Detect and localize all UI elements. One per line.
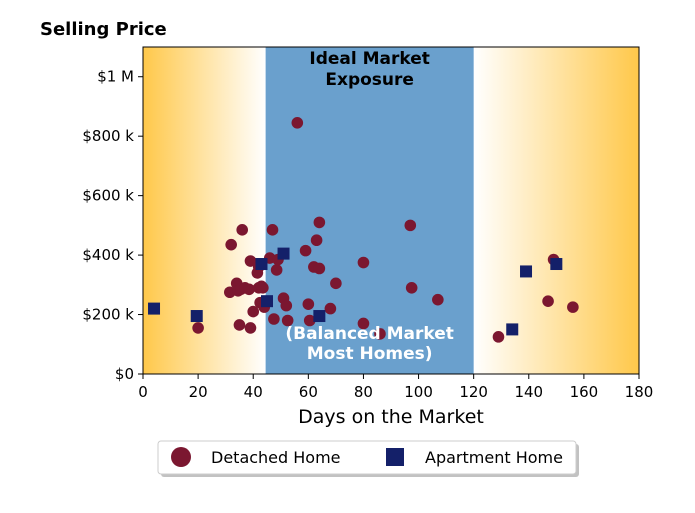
y-tick-label: $600 k — [82, 187, 134, 205]
apartment-point — [255, 258, 268, 271]
detached-point — [243, 283, 255, 296]
detached-point — [257, 281, 269, 294]
legend-marker-apartment — [386, 448, 404, 466]
detached-point — [313, 216, 326, 229]
detached-point — [291, 117, 304, 129]
plot-frame — [142, 46, 640, 375]
x-axis-title: Days on the Market — [298, 406, 484, 428]
balanced-market-label-line2: Most Homes) — [307, 344, 433, 364]
detached-point — [236, 224, 248, 236]
market-zones — [143, 47, 639, 374]
detached-point — [310, 234, 323, 247]
legend-label-apartment: Apartment Home — [425, 448, 563, 467]
left-gradient-zone — [143, 47, 266, 374]
legend-label-detached: Detached Home — [211, 448, 341, 467]
detached-point — [404, 219, 417, 232]
detached-point — [299, 244, 312, 257]
detached-point — [225, 238, 237, 251]
detached-point — [542, 295, 554, 307]
detached-point — [270, 264, 283, 276]
y-tick-label: $1 M — [97, 68, 134, 86]
y-tick-label: $0 — [115, 365, 134, 383]
x-tick-label: 180 — [625, 383, 654, 401]
detached-point — [233, 319, 246, 331]
detached-point — [492, 331, 505, 343]
x-tick-label: 100 — [404, 383, 433, 401]
balanced-market-label-line1: (Balanced Market — [285, 324, 454, 344]
detached-point — [374, 328, 386, 340]
detached-point — [324, 302, 337, 315]
detached-point — [357, 256, 370, 269]
apartment-point — [148, 302, 161, 315]
detached-point — [247, 305, 260, 318]
x-tick-label: 80 — [354, 383, 373, 401]
y-axis-title: Selling Price — [40, 19, 167, 40]
detached-point — [244, 255, 257, 267]
apartment-point — [313, 310, 326, 323]
x-tick-label: 0 — [138, 383, 148, 401]
y-axis: $0 $200 k $400 k $600 k $800 k $1 M — [82, 68, 143, 383]
y-tick-label: $400 k — [82, 246, 134, 264]
detached-point — [303, 314, 316, 327]
right-gradient-zone — [473, 47, 639, 374]
apartment-point — [261, 295, 273, 308]
x-axis: 0 20 40 60 80 100 120 140 160 180 — [138, 374, 653, 401]
apartment-point — [277, 247, 290, 260]
x-tick-label: 160 — [570, 383, 599, 401]
apartment-point — [190, 310, 203, 323]
detached-point — [405, 281, 418, 294]
detached-point — [266, 224, 279, 236]
apartment-point — [506, 323, 519, 336]
apartment-point — [520, 265, 533, 278]
detached-point — [268, 313, 280, 325]
x-tick-label: 120 — [459, 383, 488, 401]
data-points — [148, 117, 579, 343]
x-tick-label: 20 — [189, 383, 208, 401]
detached-point — [302, 298, 315, 310]
detached-point — [313, 262, 326, 275]
detached-point — [244, 322, 257, 334]
detached-point — [330, 277, 342, 290]
detached-point — [432, 293, 444, 306]
x-tick-label: 40 — [244, 383, 263, 401]
detached-point — [567, 301, 579, 313]
x-tick-label: 60 — [299, 383, 318, 401]
legend: Detached Home Apartment Home — [157, 440, 579, 477]
detached-point — [281, 314, 294, 327]
detached-point — [357, 317, 370, 330]
legend-marker-detached — [171, 447, 191, 467]
x-tick-label: 140 — [514, 383, 543, 401]
ideal-exposure-label-line1: Ideal Market — [309, 49, 430, 69]
legend-box — [157, 440, 577, 475]
y-tick-label: $800 k — [82, 127, 134, 145]
balanced-market-zone — [265, 47, 474, 374]
detached-point — [280, 299, 293, 312]
ideal-exposure-label-line2: Exposure — [325, 70, 414, 90]
apartment-point — [550, 258, 563, 271]
detached-point — [192, 322, 204, 334]
y-tick-label: $200 k — [82, 306, 134, 324]
